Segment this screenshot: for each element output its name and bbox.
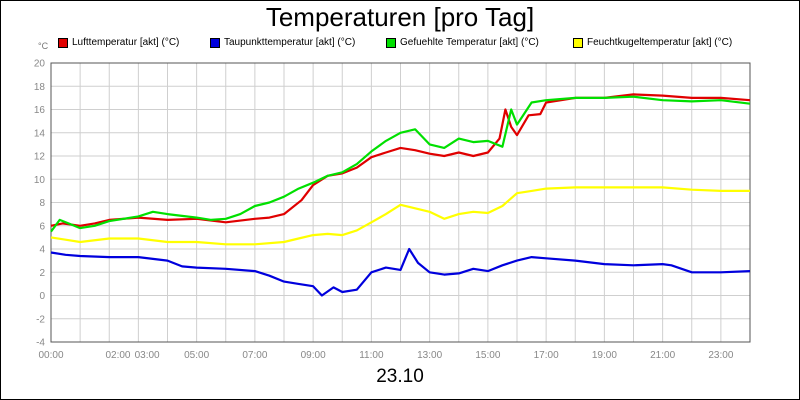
y-tick-label: 20: [34, 59, 46, 70]
legend-swatch: [573, 37, 583, 48]
y-tick-label: 2: [39, 268, 45, 279]
x-tick-label: 21:00: [650, 350, 675, 361]
legend-item: Feuchtkugeltemperatur [akt] (°C): [573, 37, 732, 48]
x-tick-label: 07:00: [242, 350, 267, 361]
x-tick-label: 02:00: [105, 350, 130, 361]
legend-swatch: [210, 37, 220, 48]
date-label: 23.10: [376, 366, 424, 387]
plot-border: [50, 62, 751, 343]
y-tick-label: 12: [34, 152, 46, 163]
x-tick-label: 03:00: [135, 350, 160, 361]
y-tick-label: 0: [39, 291, 45, 302]
y-axis-unit: °C: [38, 41, 49, 51]
y-tick-label: 16: [34, 105, 46, 116]
y-tick-label: 10: [34, 175, 46, 186]
y-tick-label: 14: [34, 128, 46, 139]
x-tick-label: 13:00: [417, 350, 442, 361]
x-tick-label: 15:00: [475, 350, 500, 361]
legend-label: Gefuehlte Temperatur [akt] (°C): [400, 37, 539, 48]
legend-swatch: [386, 37, 396, 48]
y-tick-label: 4: [39, 245, 45, 256]
x-tick-label: 09:00: [301, 350, 326, 361]
legend-label: Taupunkttemperatur [akt] (°C): [224, 37, 356, 48]
legend-label: Feuchtkugeltemperatur [akt] (°C): [587, 37, 733, 48]
y-tick-label: -4: [36, 338, 45, 349]
x-tick-label: 11:00: [359, 350, 384, 361]
legend-item: Lufttemperatur [akt] (°C): [58, 37, 179, 48]
legend-swatch: [58, 37, 68, 48]
x-tick-label: 19:00: [592, 350, 617, 361]
series-line-1: [50, 93, 751, 227]
series-line-3: [50, 95, 751, 233]
y-tick-label: 18: [34, 82, 46, 93]
x-tick-label: 17:00: [534, 350, 559, 361]
y-tick-label: -2: [36, 314, 45, 325]
x-tick-label: 00:00: [38, 350, 63, 361]
y-tick-label: 6: [39, 221, 45, 232]
legend-item: Gefuehlte Temperatur [akt] (°C): [386, 37, 539, 48]
legend-label: Lufttemperatur [akt] (°C): [72, 37, 180, 48]
y-tick-label: 8: [39, 198, 45, 209]
x-tick-label: 05:00: [184, 350, 209, 361]
series-line-4: [50, 186, 750, 246]
x-tick-label: 23:00: [708, 350, 733, 361]
legend-item: Taupunkttemperatur [akt] (°C): [210, 37, 355, 48]
chart-title: Temperaturen [pro Tag]: [265, 2, 535, 32]
series-line-2: [50, 247, 751, 297]
